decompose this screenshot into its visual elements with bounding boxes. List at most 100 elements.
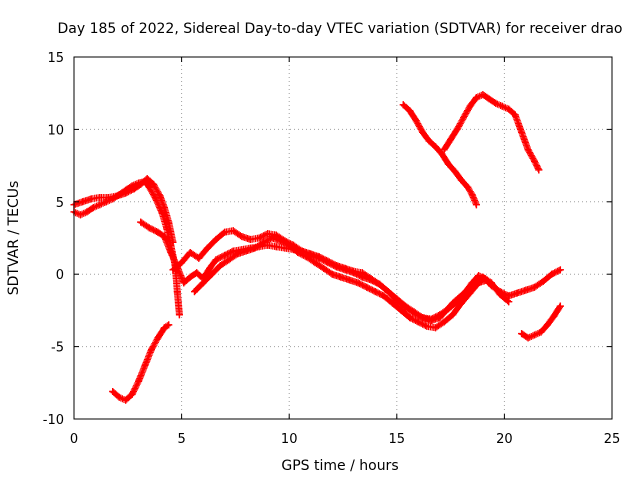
data-point [367, 276, 375, 284]
data-point [324, 259, 332, 267]
data-point [109, 387, 117, 395]
data-point [311, 259, 319, 267]
data-point [195, 254, 203, 262]
data-point [145, 183, 153, 191]
data-point [345, 276, 353, 284]
data-point [531, 331, 539, 339]
data-point [150, 180, 158, 188]
data-point [397, 306, 405, 314]
series-markers [399, 101, 480, 209]
data-point [128, 390, 136, 398]
chart-title: Day 185 of 2022, Sidereal Day-to-day VTE… [57, 21, 622, 37]
data-point [466, 289, 474, 297]
data-point [427, 315, 435, 323]
data-point [341, 266, 349, 274]
data-point [315, 254, 323, 262]
data-point [419, 128, 427, 136]
data-point [137, 218, 145, 226]
data-point [371, 288, 379, 296]
data-point [203, 244, 211, 252]
data-point [191, 288, 199, 296]
x-tick-label: 25 [604, 432, 621, 447]
data-point [475, 279, 483, 287]
y-tick-label: 15 [47, 51, 64, 66]
data-point [113, 192, 121, 200]
data-point [167, 248, 175, 256]
data-point [154, 334, 162, 342]
data-point [479, 91, 487, 99]
data-point [147, 345, 155, 353]
data-point [414, 318, 422, 326]
data-point [156, 192, 164, 200]
data-point [438, 150, 446, 158]
y-tick-label: 5 [56, 196, 64, 211]
x-axis-label: GPS time / hours [281, 458, 398, 474]
data-point [388, 299, 396, 307]
data-point [328, 270, 336, 278]
data-point [537, 328, 545, 336]
data-point [354, 279, 362, 287]
data-series-arc-6 [191, 234, 491, 332]
data-point [216, 262, 224, 270]
data-point [505, 105, 513, 113]
data-series-arc-9 [518, 302, 564, 342]
data-point [83, 208, 91, 216]
data-point [440, 318, 448, 326]
data-point [460, 114, 468, 122]
data-point [229, 227, 237, 235]
data-point [234, 250, 242, 258]
series-markers [440, 91, 543, 174]
data-point [104, 193, 112, 201]
data-point [531, 283, 539, 291]
data-point [221, 228, 229, 236]
y-tick-label: 10 [47, 123, 64, 138]
x-tick-label: 10 [281, 432, 298, 447]
data-point [337, 273, 345, 281]
data-point [419, 314, 427, 322]
data-point [251, 244, 259, 252]
data-point [472, 201, 480, 209]
data-point [556, 302, 564, 310]
data-point [432, 324, 440, 332]
data-point [522, 286, 530, 294]
data-point [432, 143, 440, 151]
y-tick-label: -10 [43, 413, 64, 428]
data-point [333, 263, 341, 271]
data-point [180, 279, 188, 287]
data-point [550, 312, 558, 320]
y-tick-label: 0 [56, 268, 64, 283]
data-point [464, 183, 472, 191]
data-point [165, 218, 173, 226]
data-point [492, 99, 500, 107]
data-point [498, 102, 506, 110]
data-point [457, 299, 465, 307]
data-point [468, 191, 476, 199]
data-point [358, 273, 366, 281]
data-point [380, 292, 388, 300]
data-point [206, 264, 214, 272]
data-series-arc-7 [399, 101, 480, 209]
data-point [115, 393, 123, 401]
data-point [122, 189, 130, 197]
data-point [246, 235, 254, 243]
data-point [145, 224, 153, 232]
data-point [440, 146, 448, 154]
data-point [423, 322, 431, 330]
data-point [268, 234, 276, 242]
data-point [401, 302, 409, 310]
data-point [472, 94, 480, 102]
data-point [466, 102, 474, 110]
data-point [505, 298, 513, 306]
data-point [169, 238, 177, 246]
data-point [285, 241, 293, 249]
data-point [160, 204, 168, 212]
data-point [264, 230, 272, 238]
data-point [160, 233, 168, 241]
data-point [242, 247, 250, 255]
data-point [277, 237, 285, 245]
data-point [221, 251, 229, 259]
data-point [412, 117, 420, 125]
data-point [444, 160, 452, 168]
data-point [320, 264, 328, 272]
data-point [193, 269, 201, 277]
